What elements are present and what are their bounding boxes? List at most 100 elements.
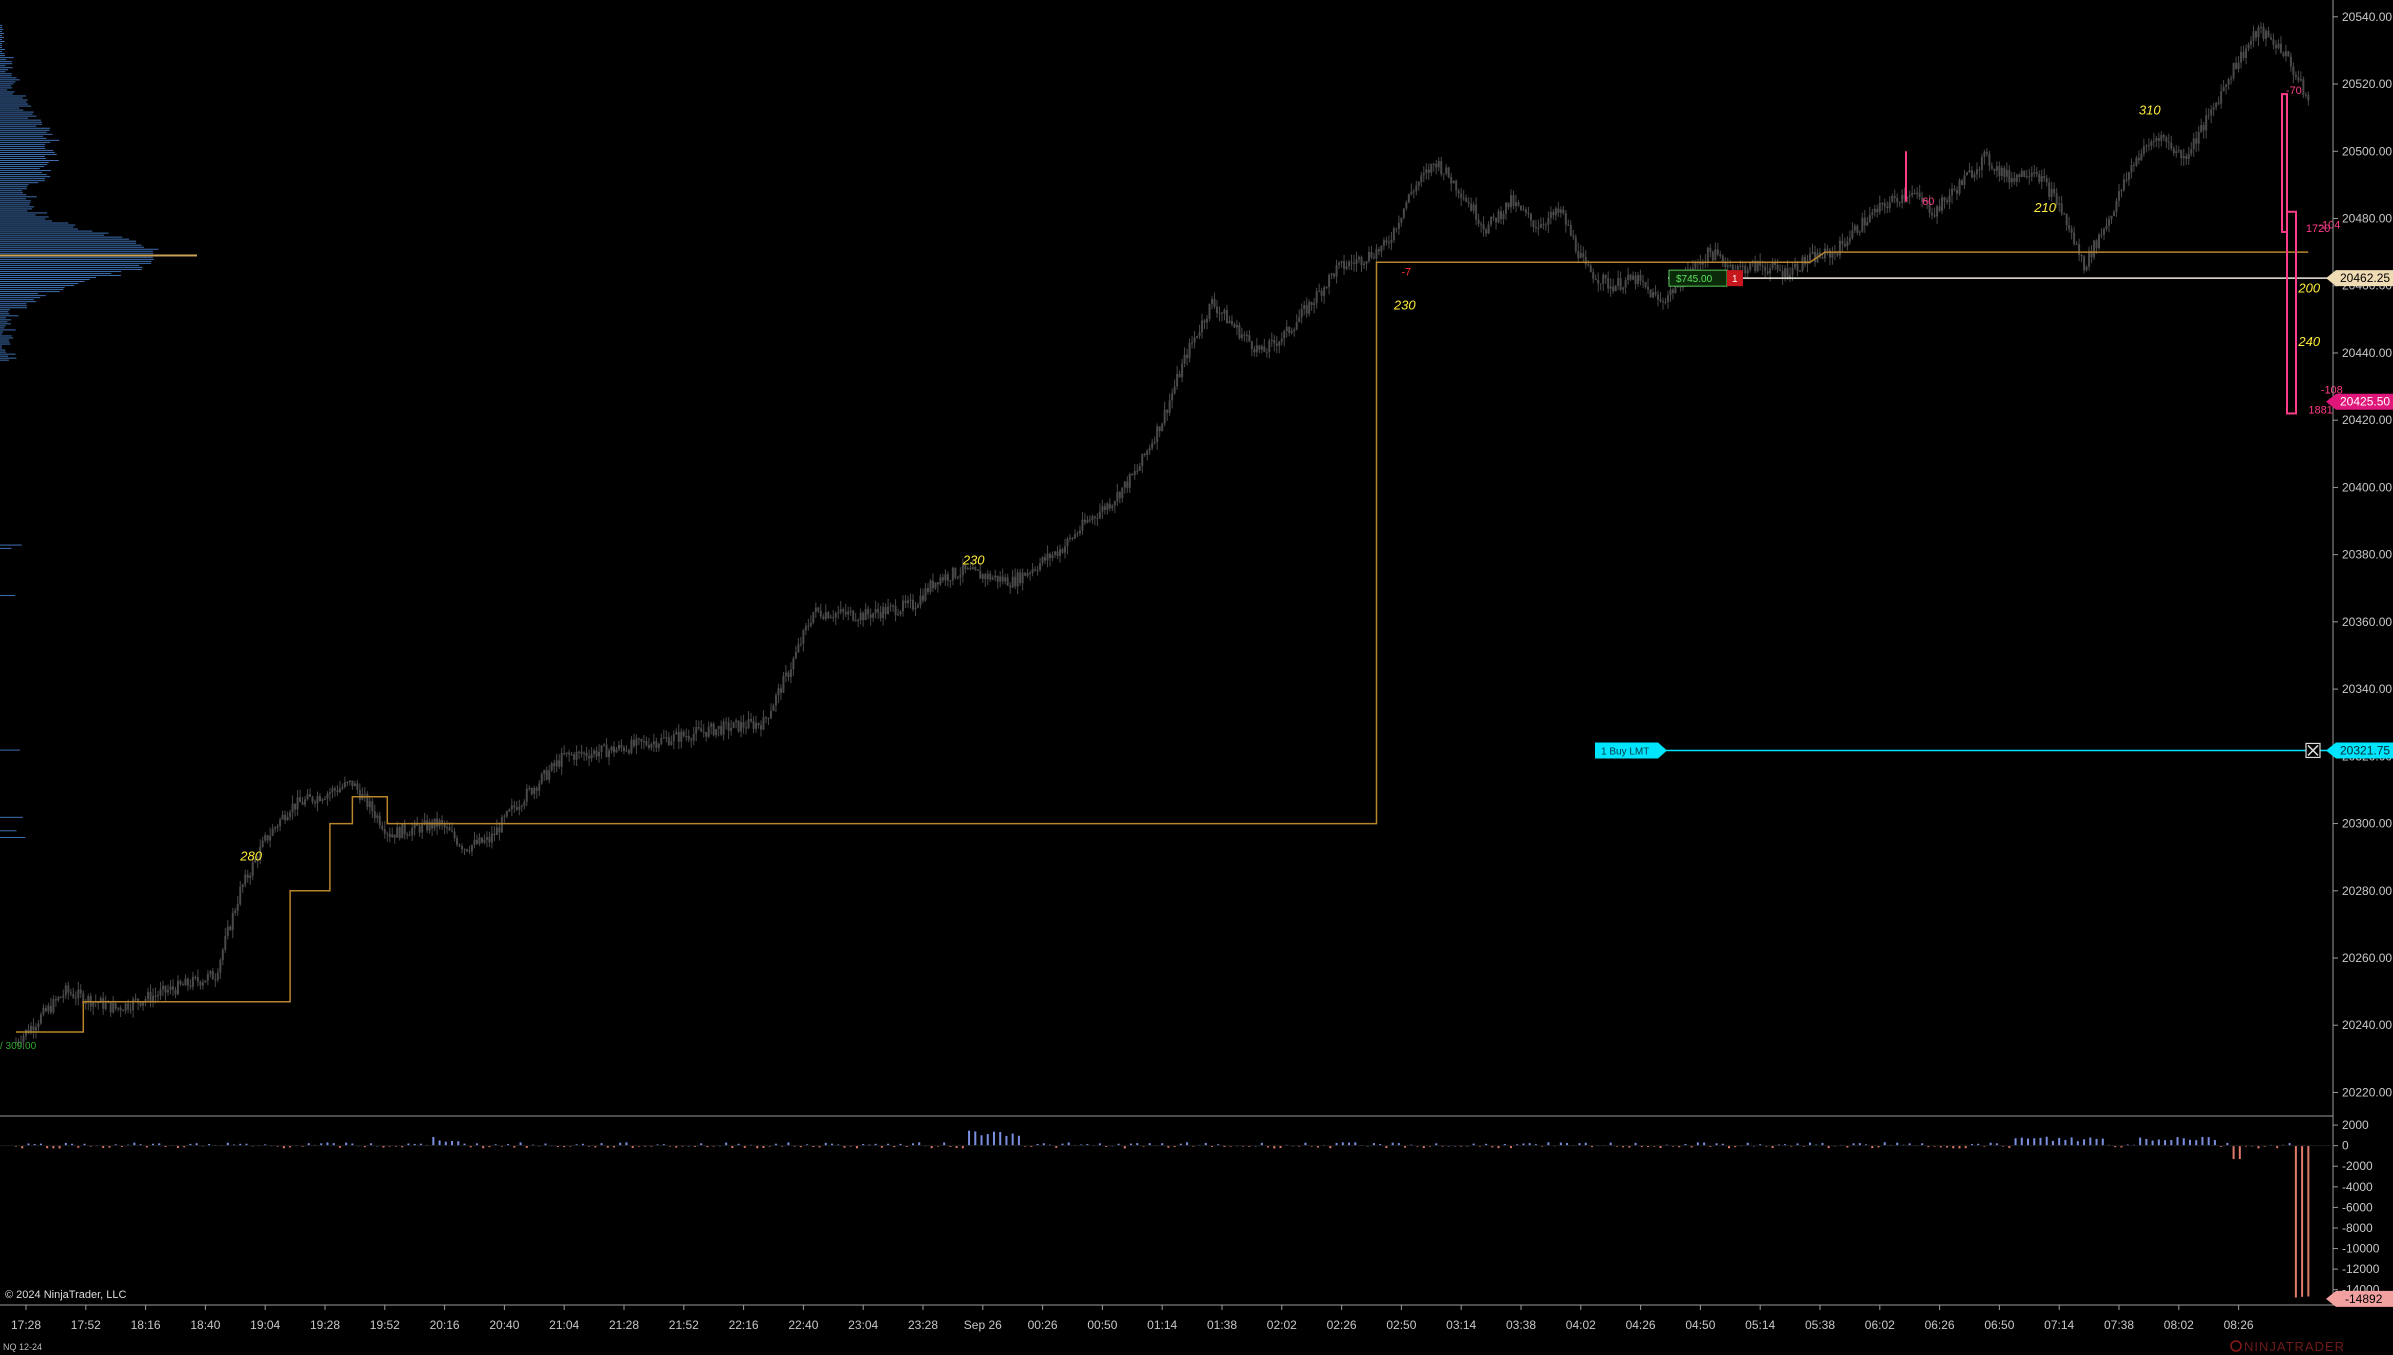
candle-body (984, 574, 987, 580)
candle-body (1400, 217, 1403, 223)
delta-bar (1665, 1144, 1668, 1146)
volume-bar (0, 95, 26, 97)
candle-body (779, 688, 782, 693)
candle-body (1960, 180, 1963, 186)
delta-bar (1067, 1142, 1070, 1146)
candle-body (2028, 176, 2031, 178)
candle-body (1138, 466, 1141, 471)
candle-body (1838, 240, 1841, 256)
candle-body (1671, 289, 1674, 293)
candle-body (189, 985, 192, 987)
buy-limit-order-tag[interactable]: 1 Buy LMT (1595, 742, 1667, 759)
volume-bar (0, 51, 2, 53)
candle-body (231, 912, 234, 930)
volume-bar (0, 212, 48, 214)
volume-bar (0, 47, 2, 49)
candle-body (1465, 198, 1468, 202)
candle-body (376, 815, 379, 818)
candle-body (52, 999, 55, 1013)
candle-body (590, 753, 593, 759)
delta-tick-label: 2000 (2342, 1118, 2369, 1132)
candle-body (1340, 261, 1343, 263)
candle-body (1559, 209, 1562, 213)
volume-bar (0, 327, 5, 329)
delta-bar (899, 1143, 902, 1146)
delta-tick-label: -8000 (2342, 1221, 2373, 1235)
delta-bar (613, 1145, 615, 1148)
candle-body (941, 577, 944, 581)
candle-body (421, 823, 424, 833)
candle-body (1141, 453, 1144, 467)
candle-body (660, 737, 663, 744)
candle-body (2277, 43, 2280, 49)
delta-bar (64, 1142, 67, 1146)
candle-body (1510, 195, 1512, 208)
volume-bar (0, 270, 122, 272)
candle-body (1450, 177, 1453, 184)
candle-body (1004, 577, 1007, 582)
position-qty-box[interactable] (1727, 270, 1743, 287)
delta-bar (2288, 1143, 2291, 1146)
candle-body (819, 610, 822, 617)
candle-body (2090, 250, 2093, 258)
time-tick-label: 00:26 (1028, 1318, 1058, 1332)
delta-bar (737, 1143, 740, 1146)
candle-body (1076, 533, 1079, 535)
candle-body (109, 1001, 112, 1013)
candle-body (279, 819, 282, 827)
delta-bar (183, 1145, 186, 1148)
svg-text:20425.50: 20425.50 (2340, 395, 2390, 409)
price-axis[interactable]: 20540.0020520.0020500.0020480.0020460.00… (2333, 10, 2392, 1100)
candle-body (2197, 132, 2200, 144)
candle-body (1574, 237, 1577, 251)
candle-body (142, 1001, 145, 1006)
candle-body (1936, 206, 1939, 217)
candle-body (97, 1002, 100, 1004)
candle-body (1661, 301, 1664, 303)
candle-body (2095, 240, 2098, 249)
delta-bar (469, 1145, 472, 1148)
volume-bar (0, 151, 55, 153)
volume-bar (0, 262, 152, 264)
candle-body (1544, 224, 1547, 226)
candle-body (1490, 216, 1493, 225)
volume-bar (0, 216, 49, 218)
candle-body (1527, 212, 1530, 214)
candle-body (632, 739, 635, 746)
candle-body (1871, 212, 1874, 215)
candle-body (32, 1026, 35, 1031)
candle-body (336, 790, 339, 793)
delta-bar (332, 1143, 335, 1146)
position-pnl-tag[interactable]: $745.00 1 (1668, 269, 1743, 287)
candle-body (2299, 79, 2302, 81)
volume-bar (0, 121, 43, 123)
candle-body (1554, 208, 1557, 216)
volume-bar (0, 184, 29, 186)
time-tick-label: 01:14 (1147, 1318, 1177, 1332)
candle-body (1467, 201, 1470, 204)
time-tick-label: 01:38 (1207, 1318, 1237, 1332)
candle-body (1188, 342, 1191, 359)
delta-bar (519, 1142, 522, 1146)
candle-body (1597, 280, 1600, 284)
candle-body (1323, 287, 1326, 296)
candle-body (47, 1005, 50, 1012)
candle-body (1619, 278, 1622, 290)
candle-body (877, 608, 880, 613)
candle-body (1206, 318, 1209, 323)
candle-body (1951, 188, 1954, 196)
delta-bar (1871, 1145, 1874, 1149)
volume-bar (0, 178, 46, 180)
delta-bar (513, 1145, 516, 1148)
candle-body (1071, 537, 1074, 539)
order-tag[interactable] (1595, 742, 1667, 759)
time-tick-label: 18:40 (190, 1318, 220, 1332)
time-axis[interactable]: 17:28 17:52 18:16 18:40 19:04 19:28 19:52 20:16… (11, 1305, 2254, 1332)
delta-bar (1161, 1143, 1164, 1146)
cancel-order-icon[interactable] (2305, 742, 2321, 759)
candle-body (575, 751, 578, 760)
delta-bar (1117, 1143, 1120, 1146)
delta-bar (1042, 1143, 1045, 1146)
volume-bar (0, 749, 20, 751)
